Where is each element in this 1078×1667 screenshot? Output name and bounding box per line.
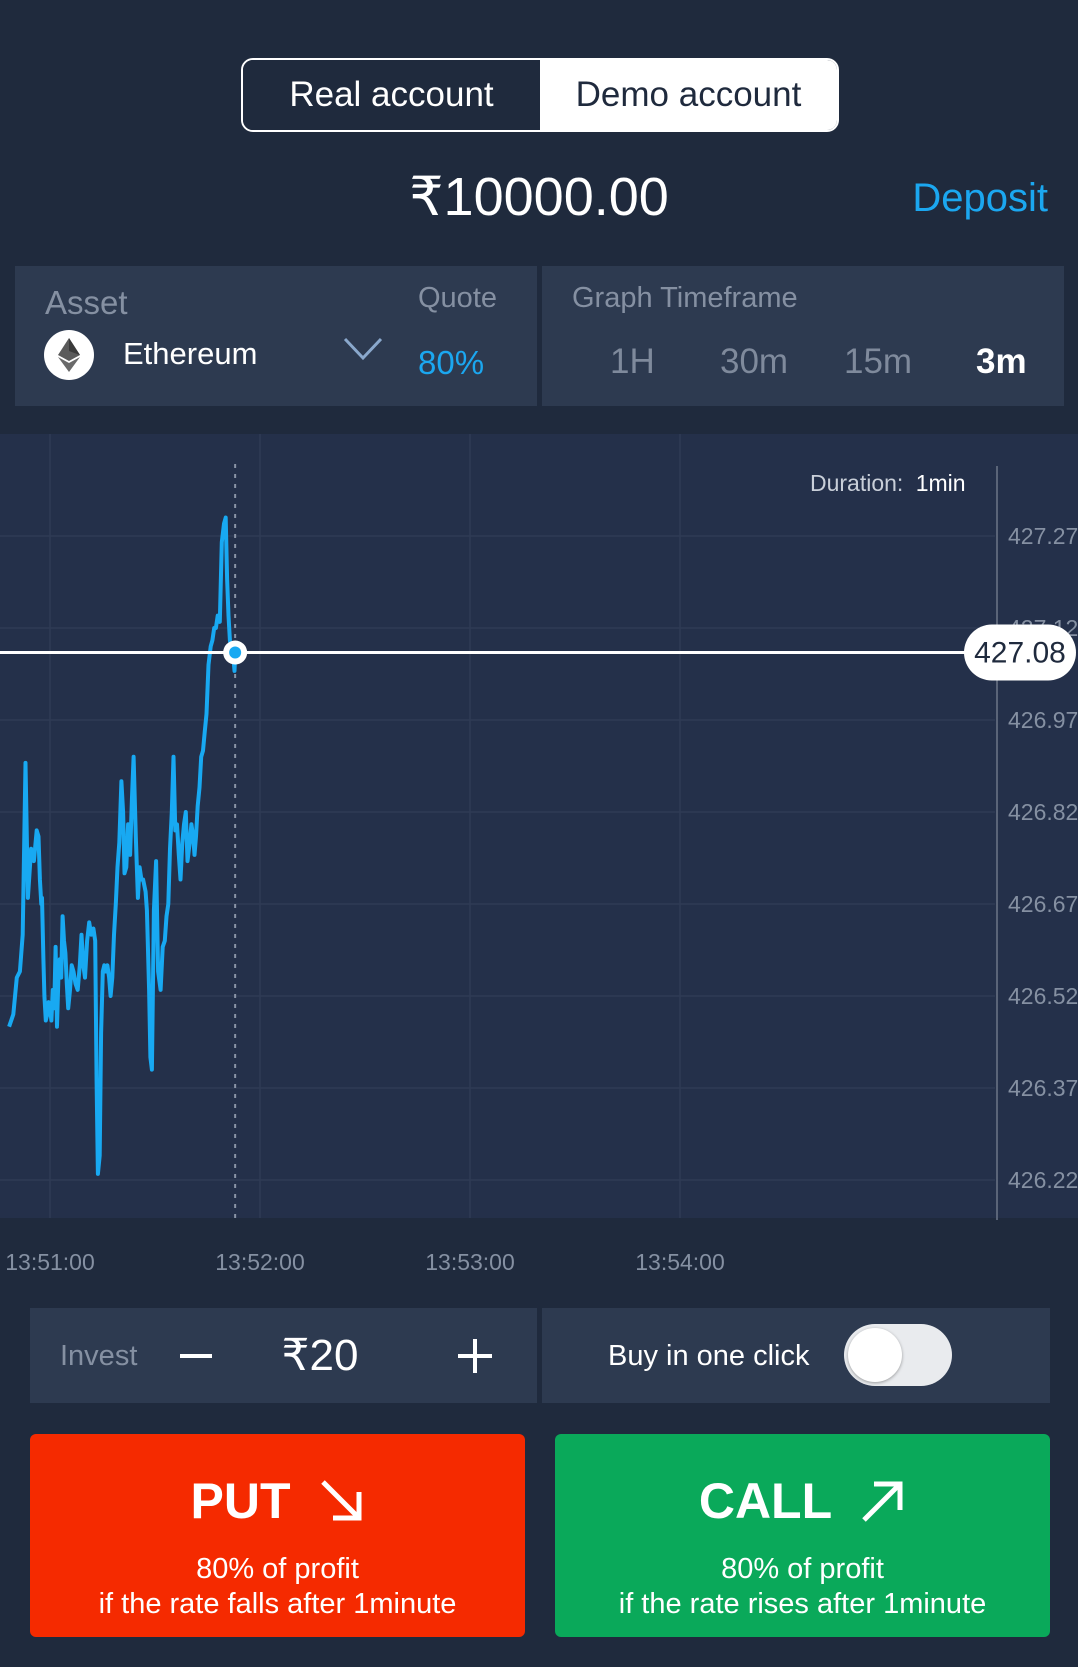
timeframe-30m[interactable]: 30m	[720, 342, 789, 381]
account-toggle: Real account Demo account	[241, 58, 839, 132]
minus-icon[interactable]	[170, 1328, 220, 1383]
plus-icon[interactable]	[450, 1328, 500, 1383]
invest-label: Invest	[60, 1340, 138, 1372]
duration-value: 1min	[916, 470, 966, 496]
put-title-row: PUT	[30, 1472, 525, 1530]
arrow-up-right-icon	[862, 1481, 903, 1522]
timeframe-1h[interactable]: 1H	[610, 342, 655, 381]
put-description: 80% of profit if the rate falls after 1m…	[30, 1552, 525, 1622]
asset-label: Asset	[45, 284, 128, 321]
y-tick-label: 426.82	[1008, 799, 1078, 825]
quote-value: 80%	[418, 344, 485, 381]
x-tick-label: 13:52:00	[215, 1249, 305, 1274]
y-axis-ticks: 427.27427.12426.97426.82426.67426.52426.…	[1008, 523, 1078, 1193]
x-tick-label: 13:53:00	[425, 1249, 515, 1274]
timeframe-panel: Graph Timeframe 1H 30m 15m 3m	[542, 266, 1064, 406]
toggle-knob	[848, 1328, 902, 1382]
chart-grid	[0, 434, 995, 1218]
chevron-down-icon[interactable]	[343, 336, 383, 367]
y-tick-label: 427.27	[1008, 523, 1078, 549]
price-chart[interactable]: 427.27427.12426.97426.82426.67426.52426.…	[0, 434, 1078, 1274]
call-title: CALL	[698, 1473, 833, 1529]
demo-account-tab[interactable]: Demo account	[540, 60, 837, 130]
put-button[interactable]: PUT 80% of profit if the rate falls afte…	[30, 1434, 525, 1637]
invest-panel: Invest ₹20	[30, 1308, 537, 1403]
put-title: PUT	[190, 1473, 291, 1529]
call-button[interactable]: CALL 80% of profit if the rate rises aft…	[555, 1434, 1050, 1637]
invest-amount[interactable]: ₹20	[281, 1331, 359, 1380]
put-line2: if the rate falls after 1minute	[98, 1588, 457, 1620]
y-tick-label: 426.67	[1008, 891, 1078, 917]
call-line1: 80% of profit	[721, 1553, 884, 1585]
current-price-text: 427.08	[974, 637, 1066, 670]
timeframe-label: Graph Timeframe	[572, 282, 798, 314]
y-tick-label: 426.37	[1008, 1075, 1078, 1101]
balance-amount: ₹10000.00	[409, 167, 669, 227]
y-tick-label: 426.52	[1008, 983, 1078, 1009]
current-price-badge	[964, 624, 1076, 681]
price-series-line	[7, 515, 238, 1176]
duration-label: Duration: 1min	[810, 470, 966, 496]
y-tick-label: 426.97	[1008, 707, 1078, 733]
call-title-row: CALL	[555, 1472, 1050, 1530]
current-price-marker-center	[229, 646, 242, 659]
timeframe-3m[interactable]: 3m	[976, 342, 1027, 381]
x-tick-label: 13:54:00	[635, 1249, 725, 1274]
quote-label: Quote	[418, 282, 497, 314]
call-description: 80% of profit if the rate rises after 1m…	[555, 1552, 1050, 1622]
one-click-label: Buy in one click	[608, 1340, 810, 1372]
timeframe-15m[interactable]: 15m	[844, 342, 913, 381]
one-click-panel: Buy in one click	[542, 1308, 1050, 1403]
x-tick-label: 13:51:00	[5, 1249, 95, 1274]
duration-label-text: Duration:	[810, 470, 903, 496]
x-axis-ticks: 13:51:00 13:52:00 13:53:00 13:54:00	[5, 1249, 725, 1274]
chart-plot-area	[0, 434, 1078, 1218]
put-line1: 80% of profit	[196, 1553, 359, 1585]
y-tick-label: 426.22	[1008, 1167, 1078, 1193]
one-click-toggle[interactable]	[844, 1324, 952, 1386]
deposit-link[interactable]: Deposit	[912, 176, 1048, 220]
ethereum-icon	[44, 330, 94, 380]
call-line2: if the rate rises after 1minute	[618, 1588, 987, 1620]
arrow-down-right-icon	[320, 1480, 361, 1521]
asset-panel[interactable]: Asset Quote Ethereum 80%	[15, 266, 537, 406]
asset-name: Ethereum	[123, 336, 258, 371]
real-account-tab[interactable]: Real account	[243, 60, 540, 130]
